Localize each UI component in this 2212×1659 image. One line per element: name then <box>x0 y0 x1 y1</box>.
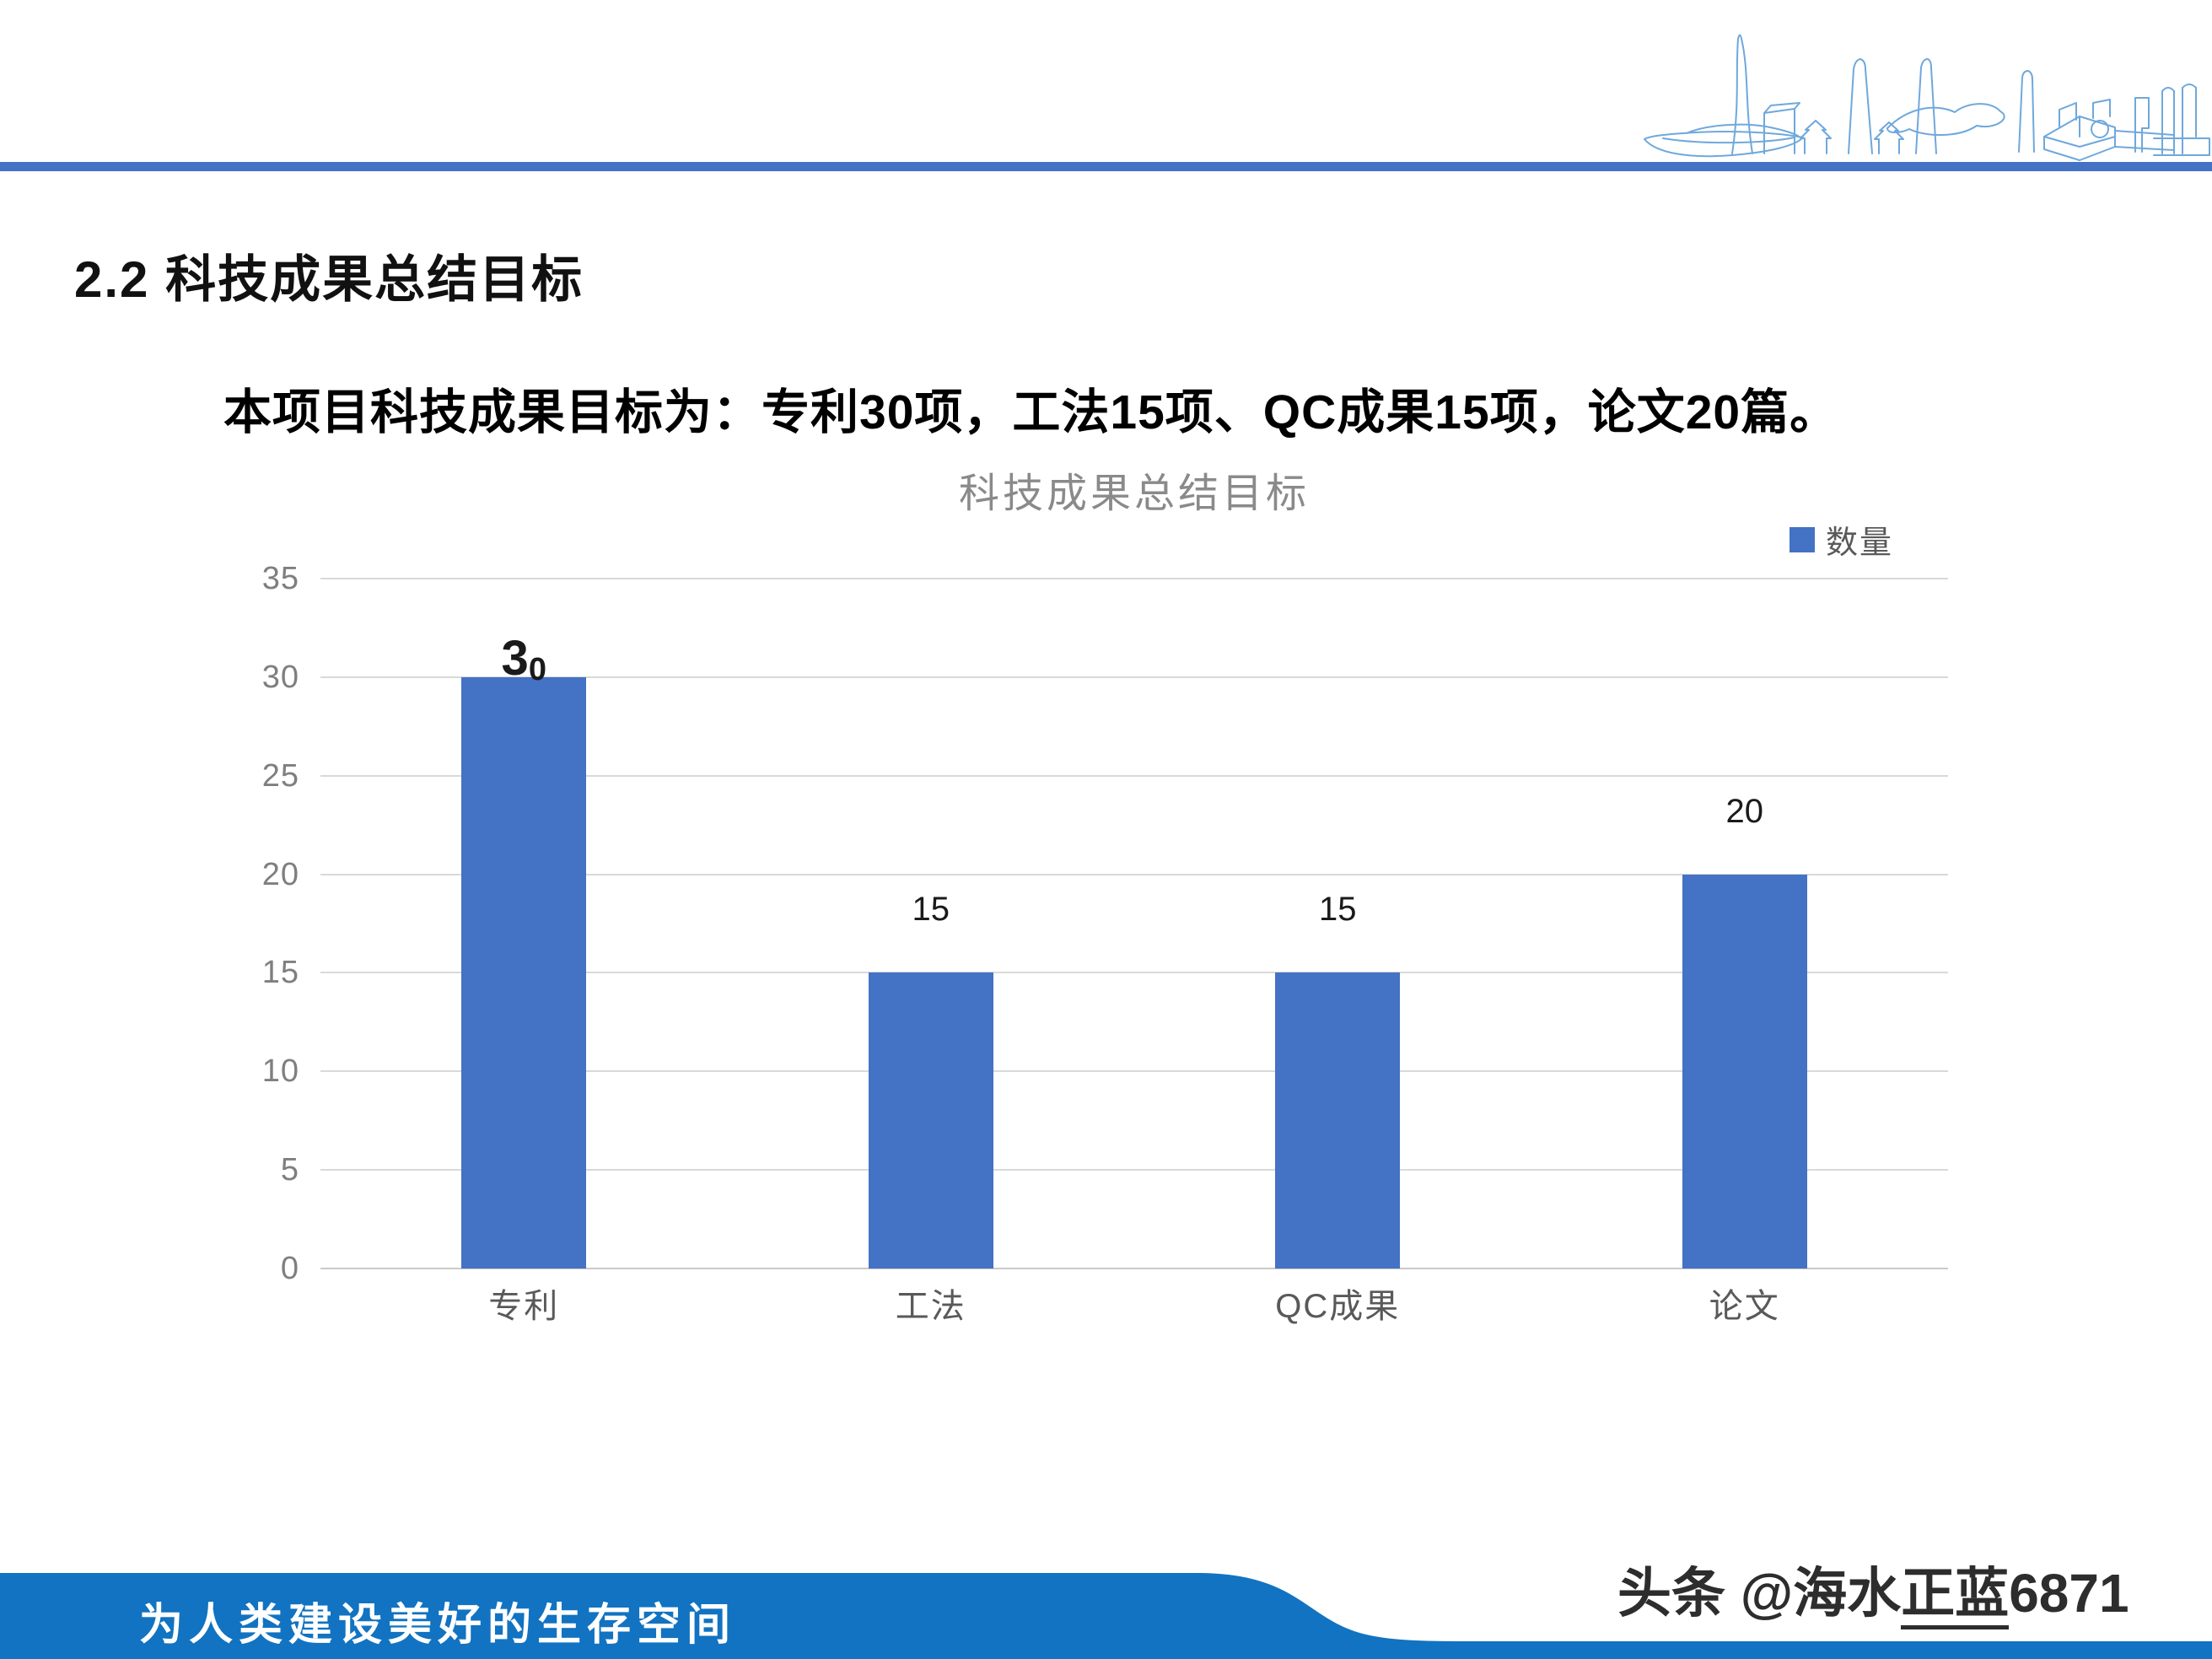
gridline <box>320 1169 1948 1172</box>
y-axis-tick-label: 25 <box>261 757 299 794</box>
y-axis-tick-label: 5 <box>280 1152 299 1188</box>
data-label-big-digit: 3 <box>501 630 529 686</box>
data-label: 15 <box>912 891 950 929</box>
x-category-label: 专利 <box>488 1288 560 1325</box>
footer-band <box>0 1573 2212 1659</box>
x-category-label: 论文 <box>1709 1288 1780 1325</box>
legend-label: 数量 <box>1826 525 1894 561</box>
bar <box>868 972 993 1268</box>
gridline <box>320 873 1948 875</box>
bar <box>461 676 587 1268</box>
data-label: 20 <box>1725 792 1764 830</box>
city-skyline-illustration <box>1644 34 2210 161</box>
data-label-small-digit: 0 <box>528 651 546 687</box>
y-axis-tick-label: 10 <box>261 1053 299 1090</box>
chart-title: 科技成果总结目标 <box>958 471 1310 516</box>
legend-swatch-icon <box>1790 526 1815 552</box>
gridline <box>320 578 1948 579</box>
gridline <box>320 1070 1948 1073</box>
x-axis-line <box>320 1268 1948 1269</box>
watermark-underlined: 正蓝 <box>1901 1563 2010 1629</box>
section-title: 2.2 科技成果总结目标 <box>74 251 584 308</box>
body-text: 本项目科技成果目标为：专利30项，工法15项、QC成果15项，论文20篇。 <box>223 385 1839 439</box>
x-category-label: QC成果 <box>1275 1288 1401 1325</box>
gridline <box>320 774 1948 777</box>
y-axis-tick-label: 30 <box>261 659 299 695</box>
data-label: 30 <box>456 633 591 692</box>
watermark-prefix: 头条 @海水 <box>1617 1563 1902 1624</box>
footer-slogan: 为人类建设美好的生存空间 <box>139 1601 737 1650</box>
y-axis-tick-label: 35 <box>261 561 299 596</box>
watermark-suffix: 6871 <box>2009 1563 2129 1624</box>
y-axis-tick-label: 15 <box>261 955 299 991</box>
bar <box>1275 972 1401 1268</box>
gridline <box>320 972 1948 974</box>
chart-legend: 数量 <box>1790 516 1893 563</box>
watermark: 头条 @海水正蓝6871 <box>1617 1550 2129 1629</box>
y-axis-tick-label: 20 <box>261 856 299 892</box>
gridline <box>320 676 1948 678</box>
data-label: 15 <box>1319 891 1357 929</box>
x-category-label: 工法 <box>895 1288 966 1325</box>
top-divider-line <box>0 162 2212 171</box>
bar <box>1682 874 1807 1268</box>
y-axis-tick-label: 0 <box>280 1251 299 1286</box>
